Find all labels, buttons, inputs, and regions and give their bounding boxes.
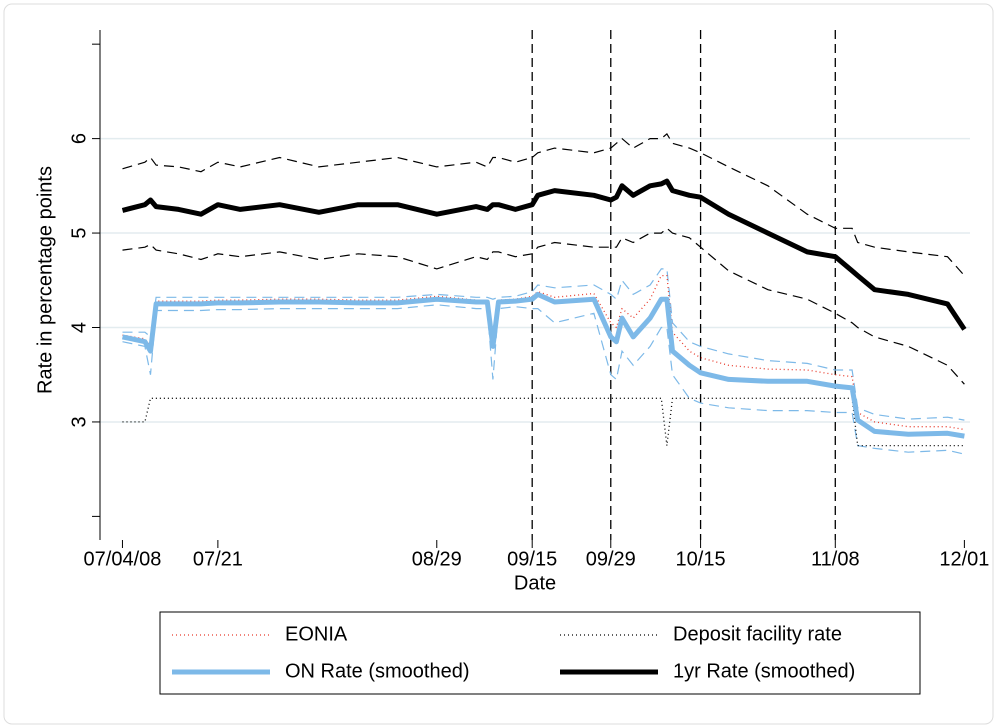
x-tick-label: 07/21 [193,548,243,570]
legend-label: 1yr Rate (smoothed) [673,660,855,682]
x-tick-label: 11/08 [811,548,860,570]
confidence-band [122,227,965,385]
y-axis-title: Rate in percentage points [34,166,56,394]
confidence-band [122,268,965,421]
series-line [121,291,965,439]
y-tick-label: 6 [68,133,90,144]
y-tick-label: 3 [68,416,90,427]
legend-label: Deposit facility rate [673,623,842,645]
series-line [122,397,965,447]
y-tick-label: 5 [68,227,90,238]
legend-label: ON Rate (smoothed) [285,660,470,682]
x-tick-label: 08/29 [412,548,462,570]
series-line [122,274,965,431]
series-line [121,178,967,331]
legend [159,611,921,695]
x-tick-label: 09/15 [507,548,557,570]
x-axis-title: Date [514,572,556,594]
x-tick-label: 10/15 [676,548,726,570]
confidence-band [122,304,965,455]
legend-label: EONIA [285,623,348,645]
y-tick-label: 4 [68,322,90,333]
x-tick-label: 09/29 [586,548,636,570]
x-tick-label: 12/01 [939,548,989,570]
frame [3,3,994,725]
x-tick-label: 07/04/08 [84,548,162,570]
